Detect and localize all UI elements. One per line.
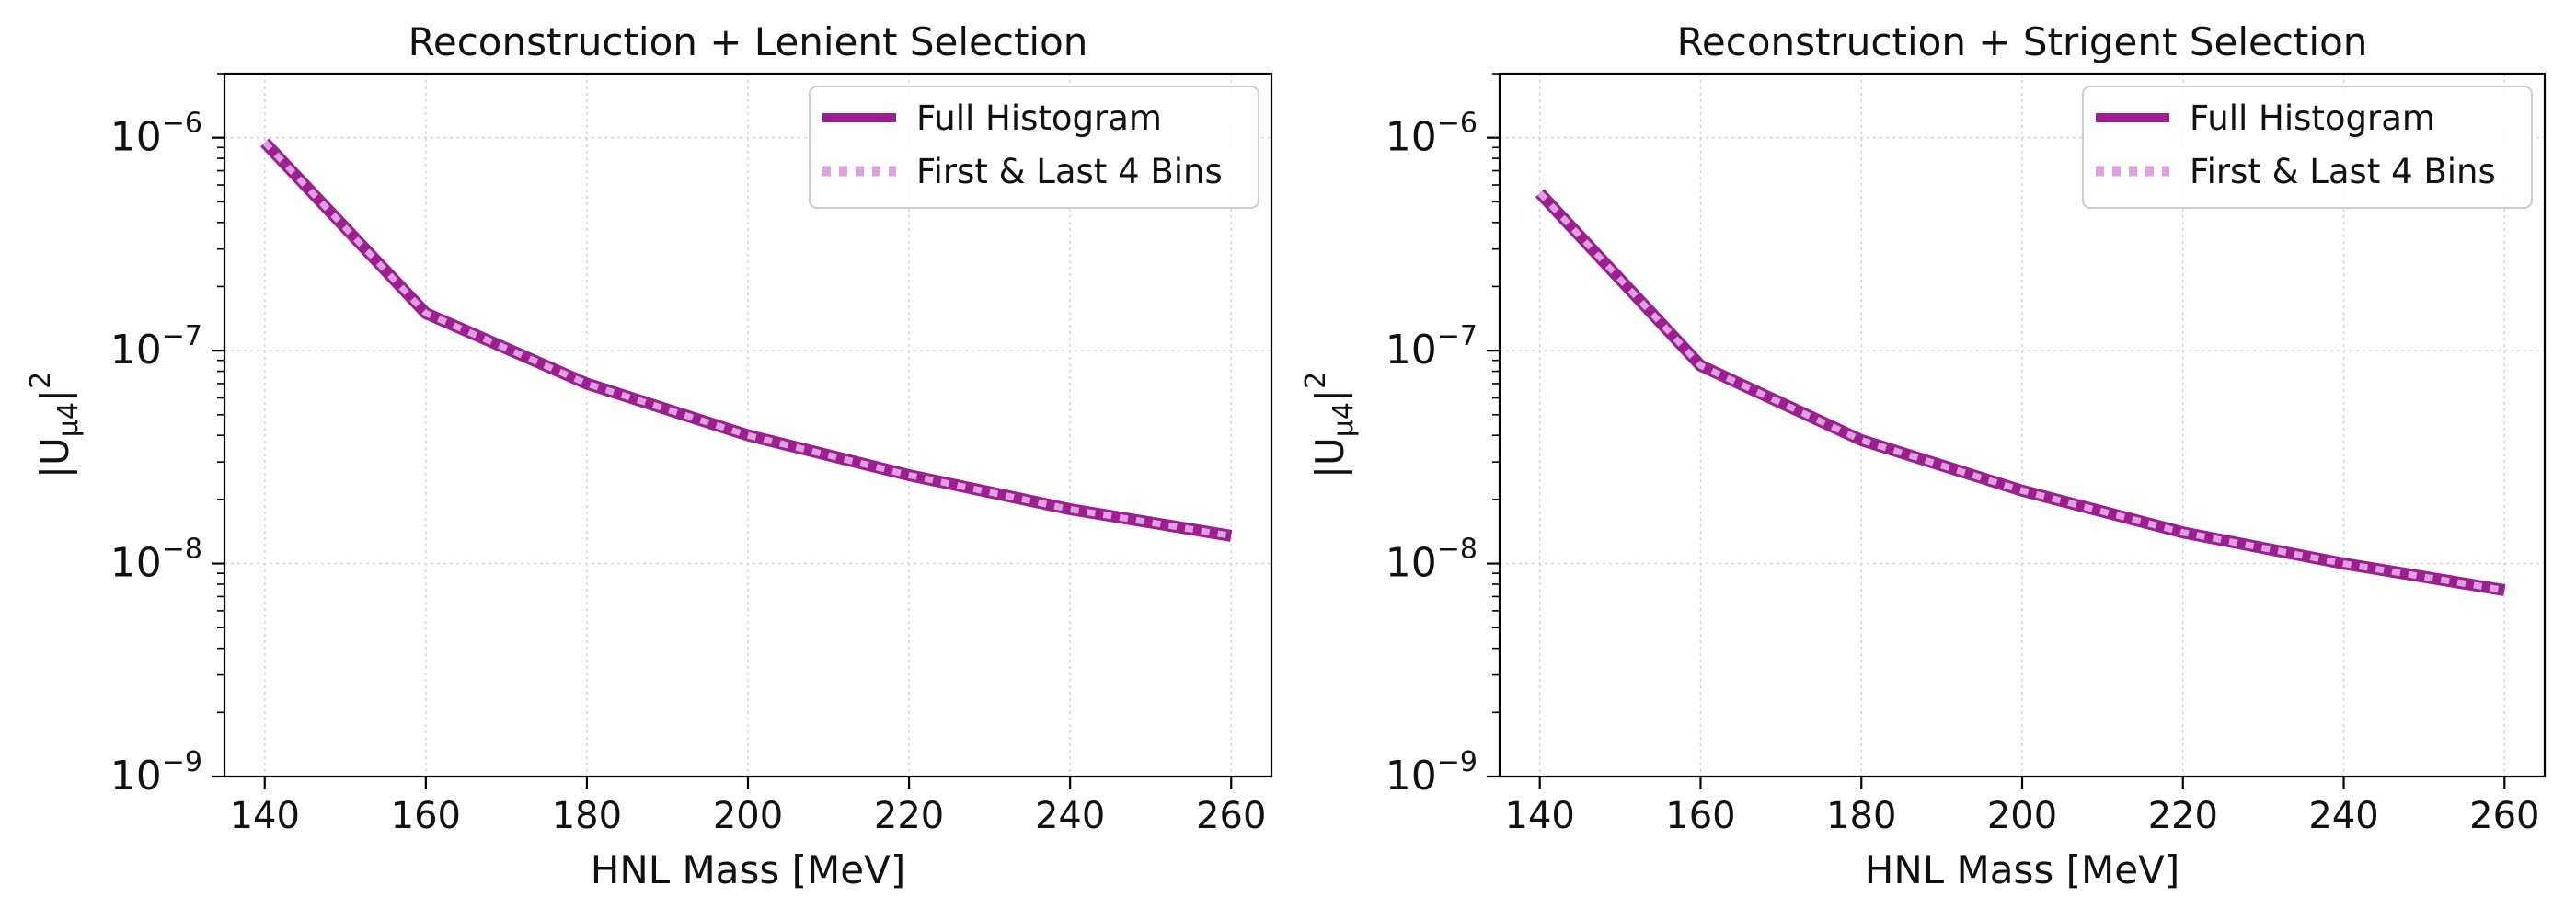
y-tick-label: 10−6 — [1386, 108, 1478, 161]
y-tick-mantissa: 10 — [110, 540, 162, 587]
legend-label: Full Histogram — [2190, 98, 2435, 138]
chart-panel-1: 140 160 180 200 220 240 26010−910−810−710−6Rec… — [25, 19, 1273, 892]
y-tick-mantissa: 10 — [1386, 753, 1437, 799]
y-tick-label: 10−7 — [1386, 320, 1478, 374]
y-tick-exponent: −6 — [162, 108, 202, 140]
x-tick-label: 200 — [1987, 795, 2057, 837]
y-tick-exponent: −9 — [1437, 746, 1478, 778]
x-axis-label: HNL Mass [MeV] — [591, 847, 905, 892]
legend-label: First & Last 4 Bins — [2190, 152, 2496, 191]
x-tick-label: 140 — [230, 795, 300, 837]
y-tick-mantissa: 10 — [110, 114, 162, 161]
chart-title: Reconstruction + Strigent Selection — [1677, 19, 2368, 64]
x-tick-label: 220 — [874, 795, 944, 837]
x-tick-label: 240 — [2308, 795, 2378, 837]
y-tick-mantissa: 10 — [1386, 114, 1437, 161]
legend-box — [2082, 86, 2533, 209]
legend: Full Histogram First & Last 4 Bins — [2082, 86, 2533, 209]
y-axis-label: |Uμ4|2 — [25, 372, 85, 478]
legend-label: Full Histogram — [916, 98, 1162, 138]
x-tick-label: 180 — [1826, 795, 1896, 837]
y-tick-label: 10−9 — [1386, 746, 1478, 799]
y-label-part: | — [32, 389, 77, 402]
legend-label: First & Last 4 Bins — [916, 152, 1223, 191]
y-label-superscript: 2 — [1300, 372, 1332, 389]
y-label-part: | — [1307, 389, 1352, 402]
x-tick-label: 180 — [552, 795, 622, 837]
y-tick-mantissa: 10 — [110, 327, 162, 374]
x-tick-label: 260 — [1196, 795, 1266, 837]
y-tick-exponent: −6 — [1437, 108, 1478, 140]
y-label-part: |U — [1307, 437, 1352, 478]
y-tick-label: 10−7 — [110, 320, 202, 374]
y-tick-label: 10−8 — [1386, 534, 1478, 587]
y-tick-label: 10−8 — [110, 534, 202, 587]
y-tick-exponent: −8 — [162, 534, 202, 566]
y-label-part: |U — [32, 437, 77, 478]
y-tick-exponent: −7 — [162, 320, 202, 352]
y-tick-mantissa: 10 — [1386, 327, 1437, 374]
y-label-subscript: μ4 — [1328, 402, 1360, 437]
legend: Full Histogram First & Last 4 Bins — [809, 86, 1259, 209]
chart-panel-2: 140 160 180 200 220 240 26010−910−810−710−6Rec… — [1300, 19, 2547, 892]
legend-box — [809, 86, 1259, 209]
x-tick-label: 220 — [2148, 795, 2218, 837]
x-tick-label: 160 — [1665, 795, 1735, 837]
y-tick-mantissa: 10 — [1386, 540, 1437, 587]
x-tick-label: 240 — [1035, 795, 1105, 837]
chart-title: Reconstruction + Lenient Selection — [408, 19, 1088, 64]
y-tick-label: 10−9 — [110, 746, 202, 799]
y-axis-label: |Uμ4|2 — [1300, 372, 1360, 478]
x-tick-label: 200 — [713, 795, 783, 837]
y-tick-exponent: −7 — [1437, 320, 1478, 352]
y-tick-mantissa: 10 — [110, 753, 162, 799]
x-axis-label: HNL Mass [MeV] — [1865, 847, 2179, 892]
y-label-subscript: μ4 — [52, 402, 85, 437]
y-tick-exponent: −8 — [1437, 534, 1478, 566]
y-tick-label: 10−6 — [110, 108, 202, 161]
y-label-superscript: 2 — [25, 372, 57, 389]
x-tick-label: 260 — [2469, 795, 2539, 837]
x-tick-label: 140 — [1505, 795, 1575, 837]
y-tick-exponent: −9 — [162, 746, 202, 778]
x-tick-label: 160 — [391, 795, 461, 837]
